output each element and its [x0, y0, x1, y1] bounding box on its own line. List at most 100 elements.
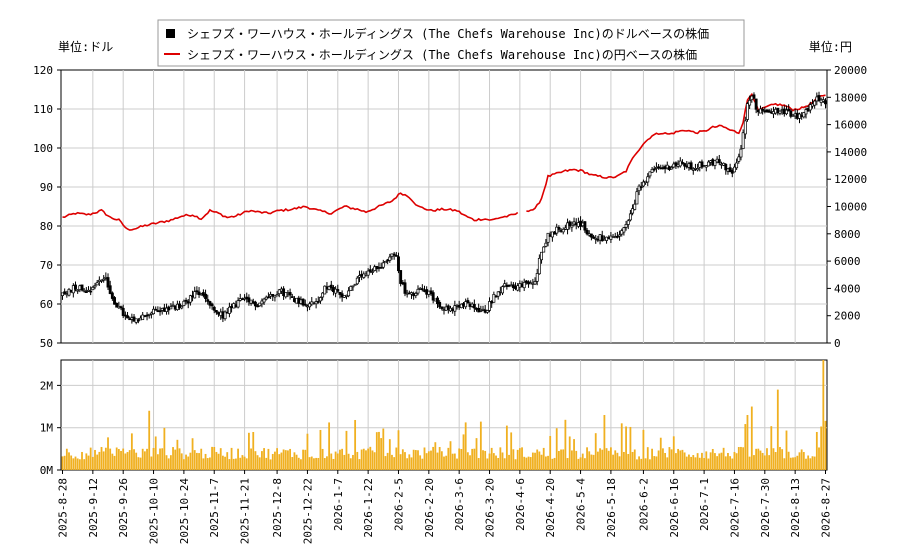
volume-bar [167, 458, 170, 470]
volume-bar [479, 421, 482, 470]
volume-bar [230, 447, 233, 470]
volume-bar [737, 447, 740, 470]
date-tick-label: 2026-8-27 [820, 478, 833, 538]
volume-bar [683, 452, 686, 470]
date-tick-label: 2026-4-20 [544, 478, 557, 538]
candle-body [540, 251, 543, 261]
candle-body [717, 159, 721, 164]
volume-bar [326, 456, 328, 470]
volume-bar [172, 447, 174, 470]
candle-body [824, 100, 827, 105]
volume-bar [822, 360, 825, 470]
candle-body [466, 300, 470, 304]
volume-bar [672, 436, 675, 470]
volume-bar [631, 451, 634, 470]
volume-bar [219, 448, 222, 470]
volume-bar [133, 449, 135, 470]
legend-usd-label: シェフズ・ワーハウス・ホールディングス (The Chefs Warehouse… [187, 26, 709, 41]
candle-body [121, 307, 125, 316]
candle-body [436, 297, 439, 305]
volume-bar [432, 446, 435, 470]
volume-bar [824, 420, 827, 470]
volume-bar [662, 448, 664, 470]
left-axis-unit-label: 単位:ドル [58, 39, 113, 54]
volume-bar [427, 451, 430, 470]
candle-body [646, 176, 650, 183]
volume-bar [367, 448, 370, 470]
volume-bar [549, 435, 552, 470]
candle-body [371, 271, 374, 273]
candle-body [347, 290, 351, 297]
candle-body [262, 298, 266, 303]
volume-bar [573, 439, 575, 470]
candle-body [275, 294, 279, 297]
candle-body [438, 301, 442, 308]
volume-bar [241, 455, 244, 470]
candle-body [89, 290, 93, 293]
candle-body [399, 270, 403, 284]
candle-body [622, 227, 626, 233]
date-tick-label: 2026-3-20 [484, 478, 497, 538]
candle-body [323, 285, 327, 295]
volume-bar [555, 428, 558, 470]
volume-bar [165, 455, 168, 470]
candle-body [366, 270, 370, 276]
volume-bar [514, 459, 517, 470]
volume-bar [291, 457, 294, 470]
date-tick-label: 2026-7-30 [759, 478, 772, 538]
volume-bar [668, 447, 671, 470]
volume-bar [443, 456, 445, 470]
volume-bar [466, 452, 469, 470]
volume-bar [679, 450, 682, 470]
volume-bar [410, 457, 413, 470]
jpy-tick-label: 4000 [834, 282, 861, 295]
candle-body [266, 296, 270, 299]
volume-bar [768, 455, 771, 470]
candle-body [516, 285, 520, 291]
volume-bar [315, 457, 318, 470]
volume-bar [102, 451, 105, 470]
volume-bar [685, 456, 688, 470]
volume-bar [670, 449, 673, 470]
candle-body [182, 300, 186, 306]
jpy-tick-label: 0 [834, 337, 841, 350]
volume-bar [382, 428, 385, 470]
candle-body [778, 110, 782, 114]
candle-body [761, 109, 765, 111]
volume-bar [525, 457, 528, 470]
usd-tick-label: 110 [33, 103, 53, 116]
volume-bar [300, 459, 302, 470]
volume-bar [623, 451, 625, 470]
candle-body [808, 104, 812, 111]
volume-bar [646, 447, 649, 470]
volume-bar [774, 452, 777, 470]
volume-bar [794, 457, 797, 470]
volume-bar [601, 449, 604, 470]
volume-bar [731, 458, 734, 470]
candle-body [542, 246, 546, 253]
volume-bar [354, 419, 357, 470]
candle-body [555, 226, 559, 234]
volume-bar [408, 454, 411, 470]
candle-body [459, 303, 463, 309]
jpy-tick-label: 6000 [834, 255, 861, 268]
volume-bar [226, 452, 229, 470]
legend-jpy-label: シェフズ・ワーハウス・ホールディングス (The Chefs Warehouse… [187, 47, 697, 62]
candle-body [652, 168, 656, 171]
volume-bar [202, 458, 205, 470]
candle-body [141, 314, 145, 321]
candle-body [440, 306, 444, 309]
volume-bar [477, 458, 480, 470]
volume-bar [449, 441, 452, 470]
volume-bar [501, 452, 504, 470]
volume-bar [781, 449, 784, 470]
volume-bar [250, 448, 252, 470]
volume-bar [701, 452, 703, 470]
volume-bar [510, 432, 513, 470]
volume-bar [393, 457, 396, 470]
candle-body [737, 156, 741, 162]
candle-body [752, 94, 756, 99]
candle-body [321, 292, 325, 298]
jpy-line-segment [526, 92, 826, 213]
candle-body [492, 294, 496, 303]
